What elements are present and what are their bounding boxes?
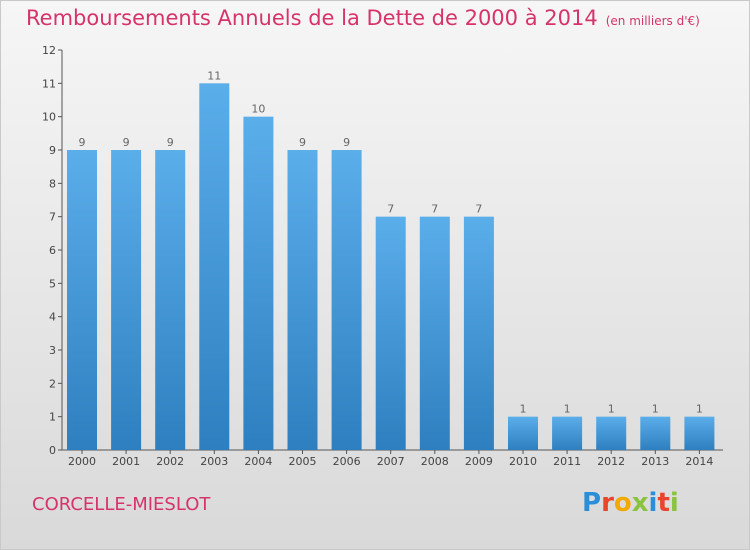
y-tick-label: 12 bbox=[42, 44, 56, 57]
value-label: 11 bbox=[207, 69, 221, 82]
value-label: 9 bbox=[299, 136, 306, 149]
bar-2009 bbox=[463, 216, 494, 450]
value-label: 9 bbox=[79, 136, 86, 149]
bar-2010 bbox=[508, 416, 538, 450]
bar-2005 bbox=[287, 150, 318, 450]
y-tick-label: 3 bbox=[49, 344, 56, 357]
x-tick-label: 2003 bbox=[200, 455, 228, 468]
value-label: 9 bbox=[123, 136, 130, 149]
value-label: 1 bbox=[520, 403, 527, 416]
y-tick-label: 6 bbox=[49, 244, 56, 257]
x-tick-label: 2012 bbox=[597, 455, 625, 468]
x-tick-label: 2013 bbox=[641, 455, 669, 468]
y-tick-label: 0 bbox=[49, 444, 56, 457]
x-tick-label: 2011 bbox=[553, 455, 581, 468]
y-tick-label: 9 bbox=[49, 144, 56, 157]
bar-2000 bbox=[67, 150, 97, 450]
chart-unit: (en milliers d'€) bbox=[605, 14, 700, 28]
chart-title-text: Remboursements Annuels de la Dette de 20… bbox=[26, 6, 598, 30]
bar-2013 bbox=[640, 416, 671, 450]
chart-title: Remboursements Annuels de la Dette de 20… bbox=[26, 6, 700, 30]
x-tick-label: 2002 bbox=[156, 455, 184, 468]
x-tick-label: 2014 bbox=[685, 455, 713, 468]
value-label: 9 bbox=[167, 136, 174, 149]
value-label: 10 bbox=[251, 103, 265, 116]
value-label: 7 bbox=[475, 203, 482, 216]
bar-2001 bbox=[111, 150, 142, 450]
x-tick-label: 2006 bbox=[333, 455, 361, 468]
logo-letter: i bbox=[648, 488, 658, 518]
value-label: 1 bbox=[608, 403, 615, 416]
value-label: 1 bbox=[696, 403, 703, 416]
value-label: 9 bbox=[343, 136, 350, 149]
x-tick-label: 2009 bbox=[465, 455, 493, 468]
x-tick-label: 2004 bbox=[244, 455, 272, 468]
y-tick-label: 10 bbox=[42, 111, 56, 124]
bar-2003 bbox=[199, 83, 230, 450]
x-tick-label: 2001 bbox=[112, 455, 140, 468]
place-name: CORCELLE-MIESLOT bbox=[32, 494, 211, 515]
y-tick-label: 4 bbox=[49, 311, 56, 324]
x-tick-label: 2007 bbox=[377, 455, 405, 468]
bar-2011 bbox=[552, 416, 583, 450]
logo-letter: i bbox=[669, 488, 679, 518]
y-tick-label: 2 bbox=[49, 377, 56, 390]
value-label: 1 bbox=[652, 403, 659, 416]
y-tick-label: 1 bbox=[49, 411, 56, 424]
bar-2006 bbox=[331, 150, 362, 450]
proxiti-logo: Proxiti bbox=[582, 488, 679, 518]
bar-2008 bbox=[419, 216, 450, 450]
value-label: 7 bbox=[431, 203, 438, 216]
logo-letter: o bbox=[613, 488, 632, 518]
y-tick-label: 5 bbox=[49, 277, 56, 290]
x-tick-label: 2008 bbox=[421, 455, 449, 468]
y-tick-label: 7 bbox=[49, 211, 56, 224]
bar-2014 bbox=[684, 416, 715, 450]
bar-2002 bbox=[155, 150, 186, 450]
logo-letter: t bbox=[657, 488, 670, 518]
bar-2012 bbox=[596, 416, 627, 450]
bar-2004 bbox=[243, 116, 274, 451]
y-tick-label: 8 bbox=[49, 177, 56, 190]
x-tick-label: 2010 bbox=[509, 455, 537, 468]
x-tick-label: 2000 bbox=[68, 455, 96, 468]
y-tick-label: 11 bbox=[42, 77, 56, 90]
logo-letter: x bbox=[631, 488, 649, 518]
logo-letter: P bbox=[582, 488, 602, 518]
value-label: 1 bbox=[564, 403, 571, 416]
logo-letter: r bbox=[601, 488, 614, 518]
bar-2007 bbox=[375, 216, 406, 450]
value-label: 7 bbox=[387, 203, 394, 216]
x-tick-label: 2005 bbox=[289, 455, 317, 468]
